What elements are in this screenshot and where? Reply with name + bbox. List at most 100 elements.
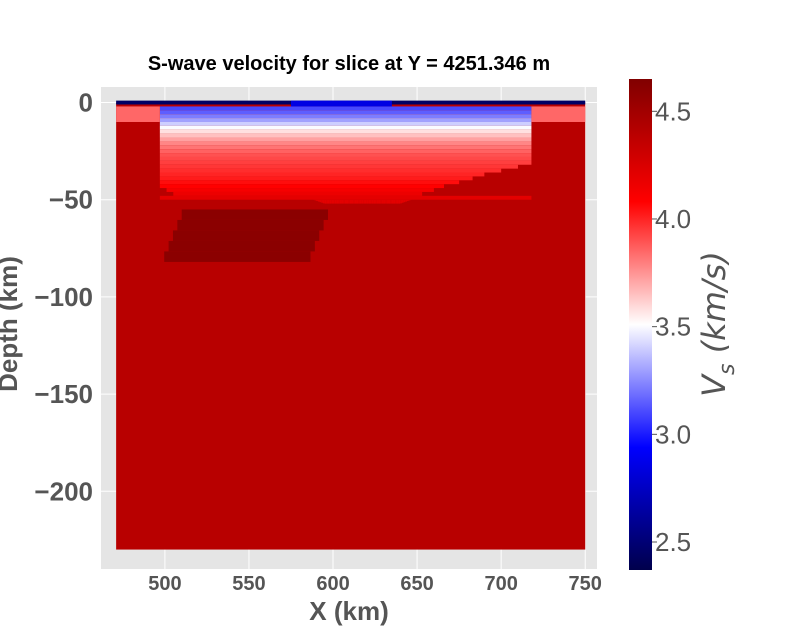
x-tick-labels: 500 550 600 650 700 750: [148, 573, 602, 595]
margin-layer-left: [116, 106, 160, 122]
basin-deep-fill: [363, 199, 365, 204]
basin-deep-fill: [339, 199, 342, 204]
surface-layer-slow-patch: [290, 100, 392, 107]
basin-layer: [159, 133, 532, 138]
y-tick-label: −150: [34, 379, 93, 409]
colorbar-tick-label: 3.5: [655, 312, 691, 342]
basin-deep-fill: [403, 199, 406, 203]
basin-layer: [159, 145, 532, 150]
basin-deep-fill: [354, 199, 357, 204]
basin-deep-fill: [324, 199, 327, 204]
basin-deep-fill: [405, 199, 408, 202]
basin-layer: [159, 125, 532, 130]
velocity-field: [116, 100, 586, 550]
basin-deep-fill: [401, 199, 404, 203]
basin-layer: [159, 106, 532, 111]
basin-deep-fill: [314, 199, 317, 201]
x-tick-label: 650: [400, 573, 433, 595]
margin-layer-right: [531, 106, 586, 122]
basin-deep-fill: [334, 199, 337, 204]
basin-deep-fill: [364, 199, 367, 204]
basin-deep-fill: [331, 199, 334, 204]
basin-deep-fill: [376, 199, 379, 204]
basin-deep-fill: [370, 199, 372, 204]
high-velocity-body-band: [168, 240, 315, 252]
basin-deep-fill: [336, 199, 339, 204]
basin-deep-fill: [371, 199, 374, 204]
y-tick-label: 0: [79, 88, 93, 118]
basin-layer: [159, 129, 532, 134]
basin-deep-fill: [373, 199, 376, 204]
high-velocity-body-band: [177, 219, 324, 231]
basin-deep-fill: [361, 199, 364, 204]
x-axis-label: X (km): [309, 596, 388, 626]
high-velocity-body-band: [172, 230, 320, 241]
basin-layer: [159, 180, 460, 185]
high-velocity-body-band: [181, 209, 328, 220]
basin-layer: [159, 156, 532, 161]
basin-layer: [159, 118, 532, 122]
y-tick-label: −50: [49, 185, 93, 215]
basin-deep-fill: [338, 199, 340, 204]
basin-deep-fill: [329, 199, 332, 204]
basin-layer: [159, 137, 532, 142]
x-tick-label: 600: [316, 573, 349, 595]
basin-deep-fill: [344, 199, 347, 204]
basin-deep-fill: [368, 199, 371, 204]
basin-layer: [159, 172, 485, 177]
x-tick-label: 550: [232, 573, 265, 595]
x-tick-label: 750: [569, 573, 602, 595]
basin-deep-fill: [316, 199, 318, 201]
basin-deep-fill: [366, 199, 369, 204]
basin-layer: [159, 168, 502, 173]
basin-deep-fill: [317, 199, 320, 202]
basin-deep-fill: [359, 199, 362, 204]
basin-layer: [159, 121, 532, 126]
basin-deep-fill: [348, 199, 350, 204]
basin-layer: [159, 195, 532, 200]
colorbar-tick-label: 2.5: [655, 527, 691, 557]
colorbar: [629, 79, 652, 570]
basin-deep-fill: [358, 199, 360, 204]
basin-deep-fill: [333, 199, 335, 204]
chart-title: S-wave velocity for slice at Y = 4251.34…: [148, 53, 550, 75]
colorbar-tick-label: 4.5: [655, 96, 691, 126]
basin-layer: [159, 141, 532, 146]
basin-deep-fill: [391, 199, 394, 204]
basin-layer: [159, 149, 532, 154]
basin-deep-fill: [349, 199, 352, 204]
basin-deep-fill: [390, 199, 392, 204]
basin-deep-fill: [326, 199, 328, 204]
y-axis-label: Depth (km): [0, 256, 23, 392]
x-tick-label: 500: [148, 573, 181, 595]
basin-layer: [159, 114, 532, 119]
basin-deep-fill: [327, 199, 330, 204]
y-tick-label: −100: [34, 282, 93, 312]
basin-deep-fill: [381, 199, 384, 204]
basin-deep-fill: [321, 199, 323, 203]
basin-layer: [159, 110, 532, 115]
basin-deep-fill: [351, 199, 354, 204]
basin-deep-fill: [319, 199, 322, 203]
basin-layer: [166, 188, 434, 192]
basin-deep-fill: [393, 199, 396, 204]
basin-layer: [159, 164, 518, 169]
colorbar-ticks: 2.5 3.0 3.5 4.0 4.5: [652, 96, 691, 557]
basin-layer: [159, 176, 473, 181]
basin-deep-fill: [388, 199, 391, 204]
basin-layer: [159, 184, 444, 189]
basin-layer: [159, 160, 532, 165]
basin-layer: [173, 191, 423, 196]
x-tick-label: 700: [484, 573, 517, 595]
basin-deep-fill: [353, 199, 355, 204]
basin-deep-fill: [398, 199, 401, 204]
basin-deep-fill: [408, 199, 411, 201]
y-tick-label: −200: [34, 476, 93, 506]
basin-deep-fill: [322, 199, 325, 204]
basin-deep-fill: [395, 199, 397, 204]
basin-deep-fill: [386, 199, 389, 204]
y-tick-labels: 0 −50 −100 −150 −200: [34, 88, 93, 507]
basin-deep-fill: [341, 199, 344, 204]
colorbar-tick-label: 3.0: [655, 419, 691, 449]
